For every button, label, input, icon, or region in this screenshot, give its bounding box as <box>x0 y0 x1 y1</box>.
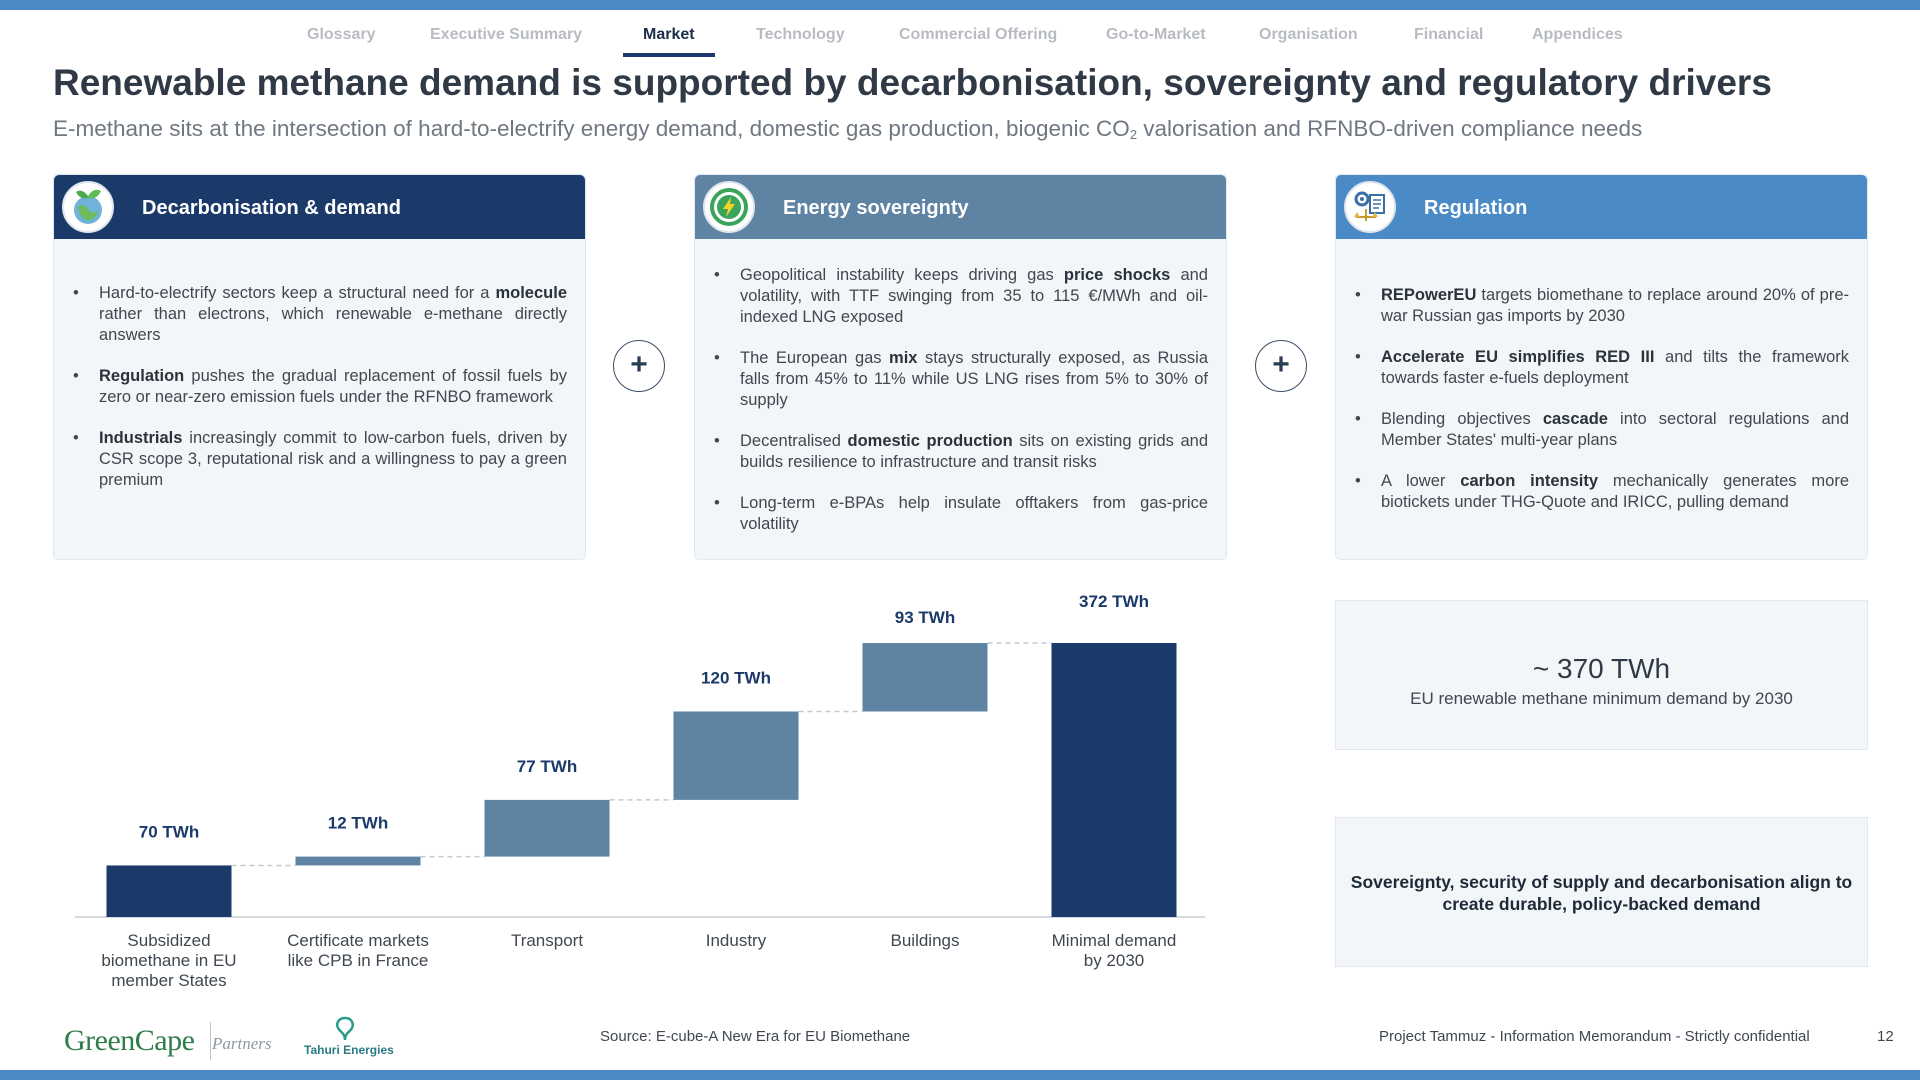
globe-leaf-icon <box>62 181 114 233</box>
bullet-item: Decentralised domestic production sits o… <box>714 431 1208 473</box>
bullet-item: Long-term e-BPAs help insulate offtakers… <box>714 493 1208 535</box>
tab-executive-summary[interactable]: Executive Summary <box>430 26 583 43</box>
plus-icon: + <box>613 340 665 392</box>
card-energy-sovereignty: Energy sovereignty Geopolitical instabil… <box>694 174 1227 560</box>
bullet-list: Hard-to-electrify sectors keep a structu… <box>73 283 567 511</box>
tahuri-logo-text: Tahuri Energies <box>304 1043 394 1057</box>
data-label: 12 TWh <box>328 814 388 833</box>
top-accent-bar <box>0 0 1920 10</box>
bullet-item: Regulation pushes the gradual replacemen… <box>73 366 567 408</box>
partners-logo-text: Partners <box>212 1034 272 1053</box>
waterfall-bar <box>673 711 799 800</box>
category-label: like CPB in France <box>288 951 429 970</box>
data-label: 70 TWh <box>139 822 199 841</box>
category-label: by 2030 <box>1084 951 1145 970</box>
bullet-item: Blending objectives cascade into sectora… <box>1355 409 1849 451</box>
card-title: Decarbonisation & demand <box>142 197 401 219</box>
tab-commercial-offering[interactable]: Commercial Offering <box>899 26 1058 43</box>
waterfall-chart: 70 TWh Subsidized biomethane in EU member S… <box>0 580 1220 1000</box>
card-header: Regulation <box>1336 175 1867 239</box>
category-label: member States <box>111 971 226 990</box>
tab-technology[interactable]: Technology <box>756 26 845 43</box>
bullet-item: Hard-to-electrify sectors keep a structu… <box>73 283 567 346</box>
bullet-item: A lower carbon intensity mechanically ge… <box>1355 471 1849 513</box>
page-number: 12 <box>1877 1028 1894 1045</box>
confidentiality-note: Project Tammuz - Information Memorandum … <box>1379 1028 1810 1045</box>
category-label: Transport <box>511 931 583 950</box>
data-label: 120 TWh <box>701 669 771 688</box>
waterfall-bar <box>106 865 232 917</box>
waterfall-bar <box>862 643 988 712</box>
category-label: Buildings <box>891 931 960 950</box>
tahuri-logo-icon <box>336 1016 354 1041</box>
waterfall-bar <box>295 856 421 866</box>
category-label: biomethane in EU <box>101 951 236 970</box>
lightning-icon <box>703 181 755 233</box>
bullet-item: Geopolitical instability keeps driving g… <box>714 265 1208 328</box>
card-title: Regulation <box>1424 197 1528 219</box>
bullet-list: Geopolitical instability keeps driving g… <box>714 265 1208 555</box>
active-tab-indicator <box>623 53 715 57</box>
bottom-accent-bar <box>0 1070 1920 1080</box>
kpi-label: EU renewable methane minimum demand by 2… <box>1410 689 1793 708</box>
regulation-scales-icon <box>1344 181 1396 233</box>
category-label: Subsidized <box>127 931 210 950</box>
tab-appendices[interactable]: Appendices <box>1532 26 1623 43</box>
source-note: Source: E-cube-A New Era for EU Biometha… <box>600 1028 911 1045</box>
section-nav: Glossary Executive Summary Market Techno… <box>0 22 1920 58</box>
tab-organisation[interactable]: Organisation <box>1259 26 1358 43</box>
conclusion-box: Sovereignty, security of supply and deca… <box>1335 817 1868 967</box>
plus-icon: + <box>1255 340 1307 392</box>
greencape-logo: GreenCape <box>64 1024 195 1057</box>
category-label: Industry <box>706 931 767 950</box>
bullet-list: REPowerEU targets biomethane to replace … <box>1355 285 1849 533</box>
tab-glossary[interactable]: Glossary <box>307 26 376 43</box>
conclusion-text: Sovereignty, security of supply and deca… <box>1350 872 1853 914</box>
data-label: 372 TWh <box>1079 592 1149 611</box>
bullet-item: Accelerate EU simplifies RED III and til… <box>1355 347 1849 389</box>
logo-divider <box>210 1022 211 1060</box>
data-label: 77 TWh <box>517 757 577 776</box>
card-title: Energy sovereignty <box>783 197 969 219</box>
card-regulation: Regulation REPowerEU targets biomethane … <box>1335 174 1868 560</box>
category-label: Minimal demand <box>1052 931 1177 950</box>
data-label: 93 TWh <box>895 608 955 627</box>
tab-market[interactable]: Market <box>643 26 695 43</box>
category-label: Certificate markets <box>287 931 429 950</box>
page-title: Renewable methane demand is supported by… <box>53 62 1772 103</box>
bullet-item: Industrials increasingly commit to low-c… <box>73 428 567 491</box>
kpi-value: ~ 370 TWh <box>1532 653 1671 684</box>
card-decarbonisation: Decarbonisation & demand Hard-to-electri… <box>53 174 586 560</box>
card-header: Energy sovereignty <box>695 175 1226 239</box>
bullet-item: REPowerEU targets biomethane to replace … <box>1355 285 1849 327</box>
waterfall-bar <box>484 799 610 857</box>
waterfall-bar <box>1051 643 1177 917</box>
tab-go-to-market[interactable]: Go-to-Market <box>1106 26 1206 43</box>
kpi-box: ~ 370 TWh EU renewable methane minimum d… <box>1335 600 1868 750</box>
bullet-item: The European gas mix stays structurally … <box>714 348 1208 411</box>
page-subtitle: E-methane sits at the intersection of ha… <box>53 116 1643 142</box>
tab-financial[interactable]: Financial <box>1414 26 1484 43</box>
card-header: Decarbonisation & demand <box>54 175 585 239</box>
